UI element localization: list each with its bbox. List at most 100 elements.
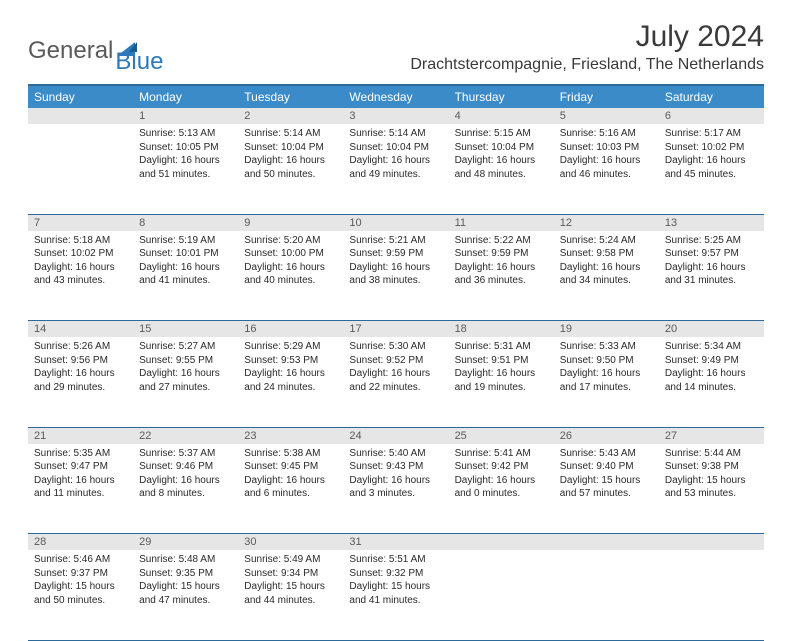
day-cell-content: Sunrise: 5:21 AMSunset: 9:59 PMDaylight:… <box>343 231 448 292</box>
day-cell: Sunrise: 5:22 AMSunset: 9:59 PMDaylight:… <box>449 231 554 321</box>
daylight-line: Daylight: 16 hours and 48 minutes. <box>455 154 548 181</box>
day-number: 10 <box>343 214 448 231</box>
day-number: 17 <box>343 321 448 338</box>
sunset-line: Sunset: 10:00 PM <box>244 247 337 261</box>
sunset-line: Sunset: 10:04 PM <box>455 141 548 155</box>
day-number: 28 <box>28 534 133 551</box>
day-cell-content: Sunrise: 5:25 AMSunset: 9:57 PMDaylight:… <box>659 231 764 292</box>
day-cell-content: Sunrise: 5:34 AMSunset: 9:49 PMDaylight:… <box>659 337 764 398</box>
day-number: 25 <box>449 427 554 444</box>
daylight-line: Daylight: 16 hours and 0 minutes. <box>455 474 548 501</box>
day-number: 4 <box>449 108 554 124</box>
sunset-line: Sunset: 10:02 PM <box>34 247 127 261</box>
day-number-row: 21222324252627 <box>28 427 764 444</box>
sunset-line: Sunset: 9:42 PM <box>455 460 548 474</box>
day-cell-content: Sunrise: 5:22 AMSunset: 9:59 PMDaylight:… <box>449 231 554 292</box>
day-content-row: Sunrise: 5:26 AMSunset: 9:56 PMDaylight:… <box>28 337 764 427</box>
day-cell: Sunrise: 5:25 AMSunset: 9:57 PMDaylight:… <box>659 231 764 321</box>
daylight-line: Daylight: 15 hours and 44 minutes. <box>244 580 337 607</box>
daylight-line: Daylight: 16 hours and 19 minutes. <box>455 367 548 394</box>
weekday-header-row: SundayMondayTuesdayWednesdayThursdayFrid… <box>28 85 764 108</box>
sunrise-line: Sunrise: 5:44 AM <box>665 447 758 461</box>
sunset-line: Sunset: 9:49 PM <box>665 354 758 368</box>
day-cell <box>28 124 133 214</box>
day-cell: Sunrise: 5:19 AMSunset: 10:01 PMDaylight… <box>133 231 238 321</box>
location-text: Drachtstercompagnie, Friesland, The Neth… <box>410 56 764 74</box>
sunrise-line: Sunrise: 5:38 AM <box>244 447 337 461</box>
daylight-line: Daylight: 16 hours and 3 minutes. <box>349 474 442 501</box>
daylight-line: Daylight: 16 hours and 38 minutes. <box>349 261 442 288</box>
day-cell-content: Sunrise: 5:43 AMSunset: 9:40 PMDaylight:… <box>554 444 659 505</box>
day-number-row: 28293031 <box>28 534 764 551</box>
sunset-line: Sunset: 9:58 PM <box>560 247 653 261</box>
day-cell-content: Sunrise: 5:44 AMSunset: 9:38 PMDaylight:… <box>659 444 764 505</box>
sunrise-line: Sunrise: 5:26 AM <box>34 340 127 354</box>
daylight-line: Daylight: 16 hours and 22 minutes. <box>349 367 442 394</box>
day-number <box>28 108 133 124</box>
day-cell-content: Sunrise: 5:15 AMSunset: 10:04 PMDaylight… <box>449 124 554 185</box>
sunrise-line: Sunrise: 5:13 AM <box>139 127 232 141</box>
sunrise-line: Sunrise: 5:29 AM <box>244 340 337 354</box>
day-cell-content: Sunrise: 5:14 AMSunset: 10:04 PMDaylight… <box>238 124 343 185</box>
sunrise-line: Sunrise: 5:34 AM <box>665 340 758 354</box>
day-cell: Sunrise: 5:34 AMSunset: 9:49 PMDaylight:… <box>659 337 764 427</box>
day-cell: Sunrise: 5:41 AMSunset: 9:42 PMDaylight:… <box>449 444 554 534</box>
sunrise-line: Sunrise: 5:15 AM <box>455 127 548 141</box>
day-number: 15 <box>133 321 238 338</box>
day-cell: Sunrise: 5:43 AMSunset: 9:40 PMDaylight:… <box>554 444 659 534</box>
day-number: 19 <box>554 321 659 338</box>
day-number: 6 <box>659 108 764 124</box>
day-number: 23 <box>238 427 343 444</box>
daylight-line: Daylight: 16 hours and 24 minutes. <box>244 367 337 394</box>
day-cell <box>554 550 659 640</box>
day-cell-content: Sunrise: 5:33 AMSunset: 9:50 PMDaylight:… <box>554 337 659 398</box>
daylight-line: Daylight: 16 hours and 45 minutes. <box>665 154 758 181</box>
day-cell-content: Sunrise: 5:31 AMSunset: 9:51 PMDaylight:… <box>449 337 554 398</box>
day-cell-content: Sunrise: 5:17 AMSunset: 10:02 PMDaylight… <box>659 124 764 185</box>
daylight-line: Daylight: 16 hours and 43 minutes. <box>34 261 127 288</box>
day-cell: Sunrise: 5:15 AMSunset: 10:04 PMDaylight… <box>449 124 554 214</box>
day-number: 22 <box>133 427 238 444</box>
day-cell-content: Sunrise: 5:40 AMSunset: 9:43 PMDaylight:… <box>343 444 448 505</box>
day-cell: Sunrise: 5:14 AMSunset: 10:04 PMDaylight… <box>343 124 448 214</box>
day-cell: Sunrise: 5:29 AMSunset: 9:53 PMDaylight:… <box>238 337 343 427</box>
day-content-row: Sunrise: 5:46 AMSunset: 9:37 PMDaylight:… <box>28 550 764 640</box>
sunset-line: Sunset: 9:55 PM <box>139 354 232 368</box>
sunrise-line: Sunrise: 5:37 AM <box>139 447 232 461</box>
sunrise-line: Sunrise: 5:31 AM <box>455 340 548 354</box>
day-number: 12 <box>554 214 659 231</box>
sunset-line: Sunset: 9:59 PM <box>349 247 442 261</box>
sunset-line: Sunset: 9:46 PM <box>139 460 232 474</box>
weekday-header: Wednesday <box>343 85 448 108</box>
daylight-line: Daylight: 16 hours and 14 minutes. <box>665 367 758 394</box>
day-cell: Sunrise: 5:18 AMSunset: 10:02 PMDaylight… <box>28 231 133 321</box>
weekday-header: Saturday <box>659 85 764 108</box>
day-number: 24 <box>343 427 448 444</box>
sunset-line: Sunset: 9:40 PM <box>560 460 653 474</box>
day-cell-content: Sunrise: 5:51 AMSunset: 9:32 PMDaylight:… <box>343 550 448 611</box>
sunset-line: Sunset: 9:52 PM <box>349 354 442 368</box>
logo-text-blue: Blue <box>115 48 163 76</box>
sunset-line: Sunset: 9:45 PM <box>244 460 337 474</box>
daylight-line: Daylight: 16 hours and 49 minutes. <box>349 154 442 181</box>
day-cell: Sunrise: 5:44 AMSunset: 9:38 PMDaylight:… <box>659 444 764 534</box>
sunrise-line: Sunrise: 5:48 AM <box>139 553 232 567</box>
day-number: 5 <box>554 108 659 124</box>
day-cell: Sunrise: 5:40 AMSunset: 9:43 PMDaylight:… <box>343 444 448 534</box>
daylight-line: Daylight: 15 hours and 57 minutes. <box>560 474 653 501</box>
day-cell: Sunrise: 5:31 AMSunset: 9:51 PMDaylight:… <box>449 337 554 427</box>
day-cell-content: Sunrise: 5:49 AMSunset: 9:34 PMDaylight:… <box>238 550 343 611</box>
daylight-line: Daylight: 16 hours and 34 minutes. <box>560 261 653 288</box>
day-cell <box>449 550 554 640</box>
day-cell-content: Sunrise: 5:27 AMSunset: 9:55 PMDaylight:… <box>133 337 238 398</box>
day-number: 30 <box>238 534 343 551</box>
day-cell-content: Sunrise: 5:38 AMSunset: 9:45 PMDaylight:… <box>238 444 343 505</box>
sunrise-line: Sunrise: 5:17 AM <box>665 127 758 141</box>
day-cell-content: Sunrise: 5:20 AMSunset: 10:00 PMDaylight… <box>238 231 343 292</box>
sunset-line: Sunset: 9:43 PM <box>349 460 442 474</box>
title-block: July 2024 Drachtstercompagnie, Friesland… <box>410 20 764 74</box>
day-content-row: Sunrise: 5:18 AMSunset: 10:02 PMDaylight… <box>28 231 764 321</box>
sunset-line: Sunset: 9:35 PM <box>139 567 232 581</box>
sunset-line: Sunset: 10:04 PM <box>244 141 337 155</box>
day-number: 7 <box>28 214 133 231</box>
